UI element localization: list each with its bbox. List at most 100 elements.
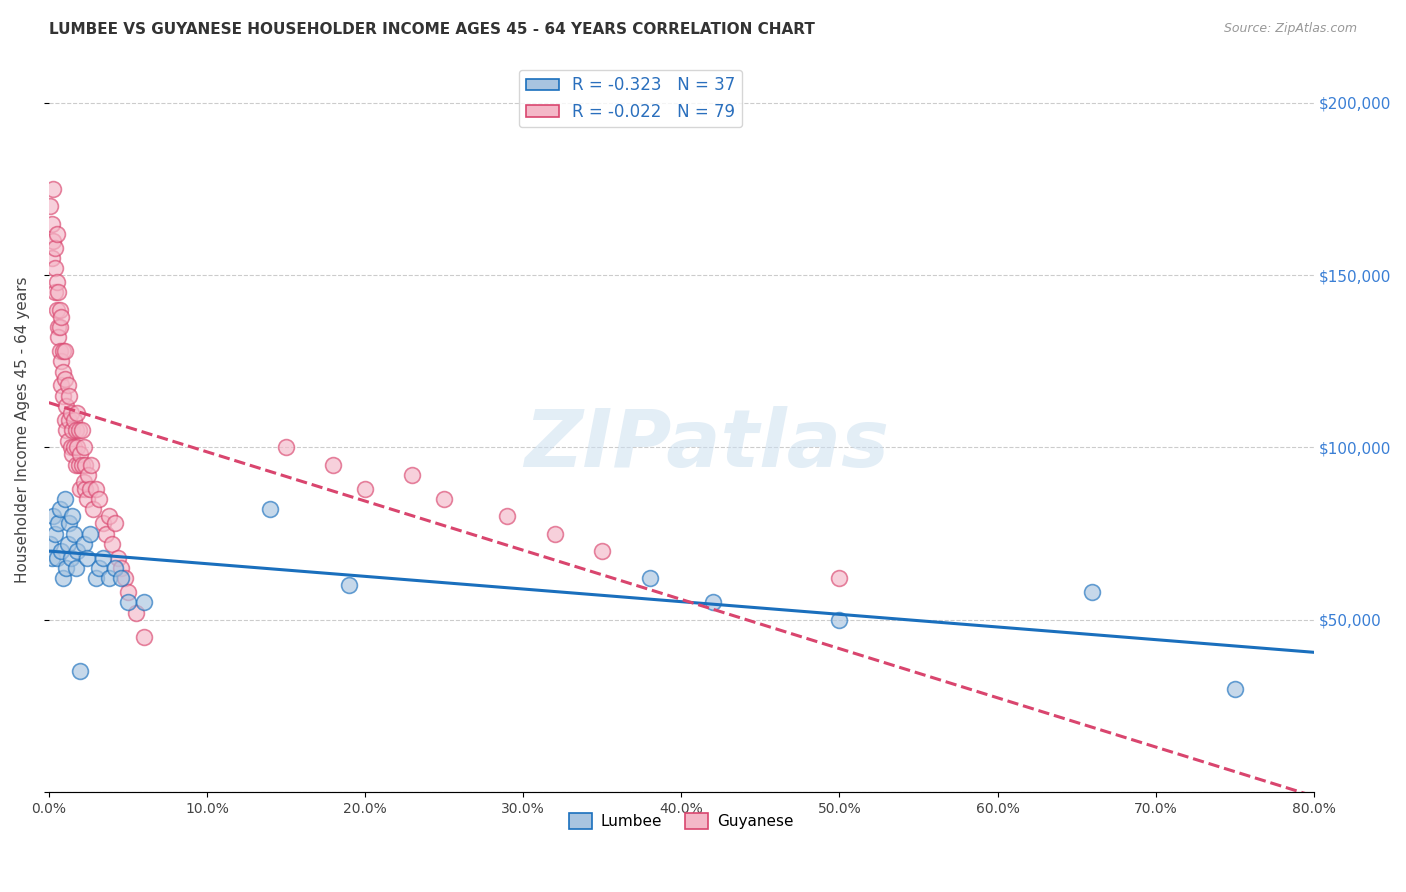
- Point: [53, 492, 76, 507]
- Point: [62, 447, 84, 461]
- Point: [80, 458, 103, 472]
- Point: [84, 482, 107, 496]
- Point: [45, 302, 67, 317]
- Point: [104, 516, 127, 531]
- Point: [59, 441, 82, 455]
- Point: [65, 561, 87, 575]
- Point: [55, 423, 77, 437]
- Point: [638, 571, 661, 585]
- Point: [49, 302, 72, 317]
- Point: [63, 441, 86, 455]
- Point: [51, 354, 73, 368]
- Point: [337, 578, 360, 592]
- Point: [322, 458, 344, 472]
- Point: [702, 595, 724, 609]
- Point: [49, 502, 72, 516]
- Point: [56, 434, 79, 448]
- Point: [828, 613, 851, 627]
- Point: [44, 261, 66, 276]
- Point: [58, 516, 80, 531]
- Point: [46, 319, 69, 334]
- Point: [76, 550, 98, 565]
- Point: [1081, 585, 1104, 599]
- Point: [69, 447, 91, 461]
- Point: [42, 234, 65, 248]
- Point: [63, 413, 86, 427]
- Point: [72, 475, 94, 489]
- Point: [41, 217, 63, 231]
- Point: [354, 482, 377, 496]
- Point: [46, 330, 69, 344]
- Text: LUMBEE VS GUYANESE HOUSEHOLDER INCOME AGES 45 - 64 YEARS CORRELATION CHART: LUMBEE VS GUYANESE HOUSEHOLDER INCOME AG…: [49, 22, 815, 37]
- Point: [52, 571, 75, 585]
- Point: [77, 468, 100, 483]
- Point: [66, 544, 89, 558]
- Point: [62, 509, 84, 524]
- Point: [132, 595, 155, 609]
- Point: [97, 571, 120, 585]
- Point: [70, 458, 93, 472]
- Point: [132, 630, 155, 644]
- Point: [66, 441, 89, 455]
- Point: [84, 571, 107, 585]
- Point: [79, 526, 101, 541]
- Point: [110, 571, 132, 585]
- Y-axis label: Householder Income Ages 45 - 64 years: Householder Income Ages 45 - 64 years: [15, 277, 30, 583]
- Point: [53, 371, 76, 385]
- Point: [1223, 681, 1246, 696]
- Point: [51, 544, 73, 558]
- Point: [65, 458, 87, 472]
- Point: [53, 344, 76, 359]
- Point: [76, 492, 98, 507]
- Point: [65, 423, 87, 437]
- Point: [58, 413, 80, 427]
- Point: [39, 537, 62, 551]
- Point: [69, 482, 91, 496]
- Point: [107, 550, 129, 565]
- Point: [44, 285, 66, 300]
- Point: [94, 526, 117, 541]
- Point: [72, 537, 94, 551]
- Point: [45, 550, 67, 565]
- Point: [42, 182, 65, 196]
- Point: [591, 544, 613, 558]
- Point: [66, 406, 89, 420]
- Point: [104, 561, 127, 575]
- Text: ZIPatlas: ZIPatlas: [524, 406, 889, 483]
- Point: [42, 509, 65, 524]
- Point: [110, 561, 132, 575]
- Point: [46, 516, 69, 531]
- Point: [67, 423, 90, 437]
- Point: [544, 526, 567, 541]
- Point: [44, 241, 66, 255]
- Point: [44, 526, 66, 541]
- Point: [41, 251, 63, 265]
- Point: [401, 468, 423, 483]
- Point: [97, 509, 120, 524]
- Legend: Lumbee, Guyanese: Lumbee, Guyanese: [562, 806, 800, 835]
- Point: [51, 310, 73, 324]
- Point: [59, 406, 82, 420]
- Point: [55, 561, 77, 575]
- Point: [114, 571, 136, 585]
- Point: [75, 482, 97, 496]
- Point: [101, 537, 124, 551]
- Point: [52, 344, 75, 359]
- Point: [125, 606, 148, 620]
- Point: [117, 585, 139, 599]
- Point: [63, 526, 86, 541]
- Point: [79, 482, 101, 496]
- Point: [51, 378, 73, 392]
- Point: [828, 571, 851, 585]
- Point: [45, 275, 67, 289]
- Point: [62, 423, 84, 437]
- Point: [91, 516, 114, 531]
- Point: [75, 458, 97, 472]
- Point: [59, 550, 82, 565]
- Point: [274, 441, 297, 455]
- Point: [259, 502, 281, 516]
- Point: [49, 344, 72, 359]
- Point: [52, 389, 75, 403]
- Point: [72, 441, 94, 455]
- Point: [496, 509, 519, 524]
